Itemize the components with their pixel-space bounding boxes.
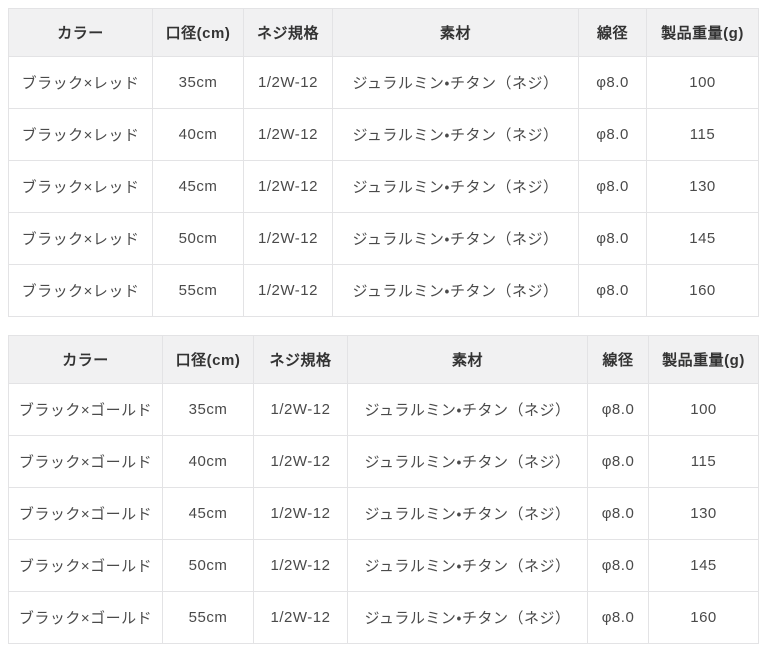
cell-color: ブラック×ゴールド [8,591,163,644]
column-header-diameter: 口径(cm) [152,8,244,57]
table-row: ブラック×レッド 35cm 1/2W-12 ジュラルミン・チタン（ネジ） φ8.… [8,56,759,109]
cell-diameter: 55cm [162,591,254,644]
cell-weight: 100 [648,383,759,436]
table-row: ブラック×レッド 45cm 1/2W-12 ジュラルミン・チタン（ネジ） φ8.… [8,160,759,213]
cell-material: ジュラルミン・チタン（ネジ） [332,264,579,317]
spec-table-black-gold: カラー 口径(cm) ネジ規格 素材 線径 製品重量(g) ブラック×ゴールド … [8,335,759,644]
cell-screw-standard: 1/2W-12 [253,539,348,592]
table-row: ブラック×ゴールド 45cm 1/2W-12 ジュラルミン・チタン（ネジ） φ8… [8,487,759,540]
table-row: ブラック×ゴールド 55cm 1/2W-12 ジュラルミン・チタン（ネジ） φ8… [8,591,759,644]
cell-diameter: 50cm [162,539,254,592]
table-row: ブラック×レッド 50cm 1/2W-12 ジュラルミン・チタン（ネジ） φ8.… [8,212,759,265]
table-row: ブラック×レッド 40cm 1/2W-12 ジュラルミン・チタン（ネジ） φ8.… [8,108,759,161]
cell-weight: 160 [646,264,759,317]
cell-wire-diameter: φ8.0 [578,212,647,265]
cell-screw-standard: 1/2W-12 [243,264,333,317]
cell-diameter: 50cm [152,212,244,265]
cell-weight: 160 [648,591,759,644]
cell-diameter: 45cm [152,160,244,213]
column-header-screw-standard: ネジ規格 [243,8,333,57]
cell-material: ジュラルミン・チタン（ネジ） [332,108,579,161]
cell-color: ブラック×ゴールド [8,539,163,592]
cell-weight: 115 [648,435,759,488]
cell-screw-standard: 1/2W-12 [253,487,348,540]
cell-weight: 115 [646,108,759,161]
cell-wire-diameter: φ8.0 [587,435,649,488]
cell-color: ブラック×レッド [8,212,153,265]
cell-weight: 130 [648,487,759,540]
cell-screw-standard: 1/2W-12 [243,212,333,265]
column-header-material: 素材 [332,8,579,57]
cell-diameter: 40cm [162,435,254,488]
cell-wire-diameter: φ8.0 [587,591,649,644]
cell-wire-diameter: φ8.0 [587,539,649,592]
cell-screw-standard: 1/2W-12 [243,56,333,109]
column-header-material: 素材 [347,335,588,384]
cell-wire-diameter: φ8.0 [587,383,649,436]
column-header-color: カラー [8,8,153,57]
cell-material: ジュラルミン・チタン（ネジ） [332,160,579,213]
cell-material: ジュラルミン・チタン（ネジ） [347,591,588,644]
cell-diameter: 55cm [152,264,244,317]
cell-weight: 145 [646,212,759,265]
cell-color: ブラック×レッド [8,56,153,109]
cell-color: ブラック×ゴールド [8,487,163,540]
cell-diameter: 35cm [152,56,244,109]
spec-table-black-red: カラー 口径(cm) ネジ規格 素材 線径 製品重量(g) ブラック×レッド 3… [8,8,759,317]
cell-color: ブラック×レッド [8,160,153,213]
cell-material: ジュラルミン・チタン（ネジ） [347,435,588,488]
cell-material: ジュラルミン・チタン（ネジ） [347,487,588,540]
column-header-weight: 製品重量(g) [648,335,759,384]
cell-wire-diameter: φ8.0 [578,108,647,161]
header-row: カラー 口径(cm) ネジ規格 素材 線径 製品重量(g) [8,335,759,384]
cell-screw-standard: 1/2W-12 [243,108,333,161]
cell-weight: 145 [648,539,759,592]
table-row: ブラック×ゴールド 40cm 1/2W-12 ジュラルミン・チタン（ネジ） φ8… [8,435,759,488]
column-header-wire-diameter: 線径 [587,335,649,384]
cell-material: ジュラルミン・チタン（ネジ） [332,56,579,109]
cell-screw-standard: 1/2W-12 [253,591,348,644]
cell-color: ブラック×ゴールド [8,383,163,436]
column-header-screw-standard: ネジ規格 [253,335,348,384]
cell-screw-standard: 1/2W-12 [243,160,333,213]
cell-wire-diameter: φ8.0 [587,487,649,540]
cell-color: ブラック×ゴールド [8,435,163,488]
cell-weight: 100 [646,56,759,109]
cell-diameter: 45cm [162,487,254,540]
cell-screw-standard: 1/2W-12 [253,435,348,488]
cell-color: ブラック×レッド [8,264,153,317]
cell-material: ジュラルミン・チタン（ネジ） [347,383,588,436]
table-row: ブラック×ゴールド 35cm 1/2W-12 ジュラルミン・チタン（ネジ） φ8… [8,383,759,436]
cell-wire-diameter: φ8.0 [578,56,647,109]
header-row: カラー 口径(cm) ネジ規格 素材 線径 製品重量(g) [8,8,759,57]
cell-material: ジュラルミン・チタン（ネジ） [347,539,588,592]
table-row: ブラック×レッド 55cm 1/2W-12 ジュラルミン・チタン（ネジ） φ8.… [8,264,759,317]
cell-diameter: 35cm [162,383,254,436]
cell-wire-diameter: φ8.0 [578,160,647,213]
cell-color: ブラック×レッド [8,108,153,161]
cell-material: ジュラルミン・チタン（ネジ） [332,212,579,265]
column-header-wire-diameter: 線径 [578,8,647,57]
cell-wire-diameter: φ8.0 [578,264,647,317]
column-header-weight: 製品重量(g) [646,8,759,57]
column-header-diameter: 口径(cm) [162,335,254,384]
column-header-color: カラー [8,335,163,384]
cell-weight: 130 [646,160,759,213]
cell-screw-standard: 1/2W-12 [253,383,348,436]
cell-diameter: 40cm [152,108,244,161]
table-row: ブラック×ゴールド 50cm 1/2W-12 ジュラルミン・チタン（ネジ） φ8… [8,539,759,592]
